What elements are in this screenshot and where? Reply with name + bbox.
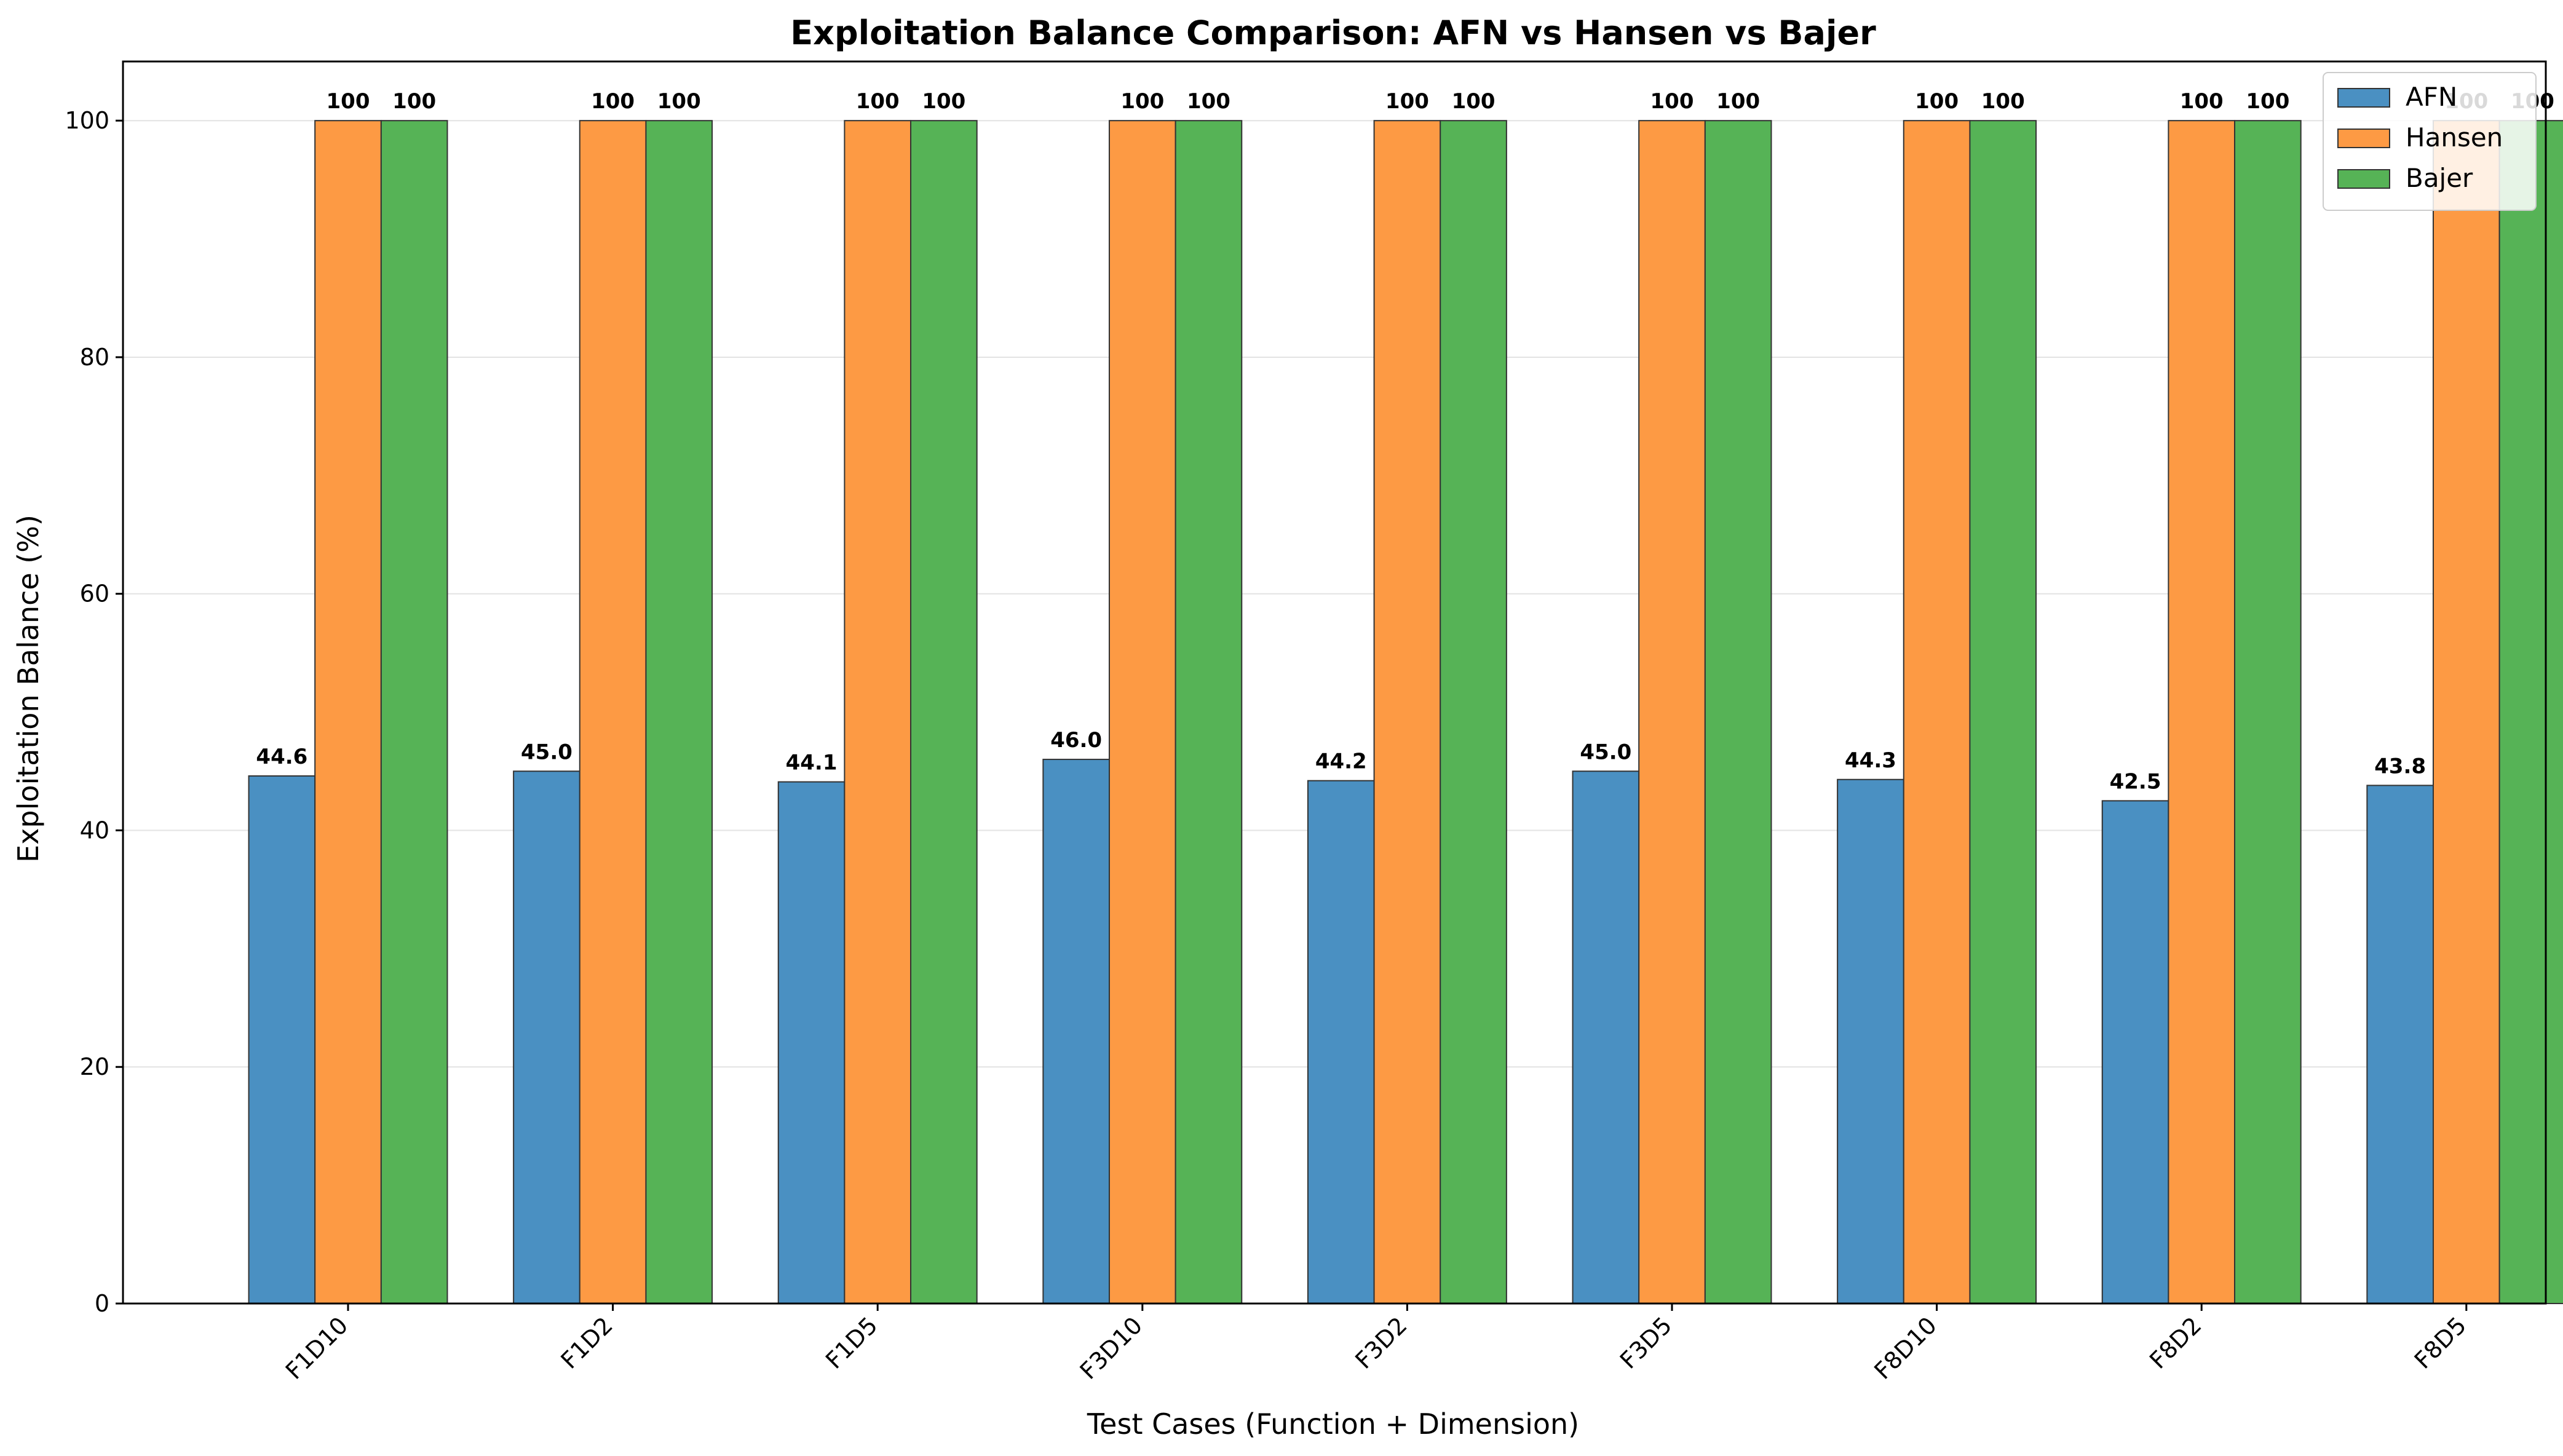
- bar-value-label: 100: [1915, 89, 1959, 114]
- legend-label: AFN: [2406, 82, 2457, 112]
- bar-bajer: [380, 120, 448, 1305]
- bar-afn: [1307, 780, 1375, 1304]
- bar-value-label: 100: [392, 89, 436, 114]
- bar-hansen: [1108, 120, 1176, 1305]
- bars: [248, 120, 2563, 1305]
- y-tick-label: 80: [80, 344, 109, 371]
- bar-value-label: 44.2: [1315, 750, 1367, 774]
- bar-value-label: 100: [1187, 89, 1230, 114]
- bar-value-label: 100: [856, 89, 900, 114]
- legend-swatch: [2337, 169, 2390, 189]
- bar-value-label: 45.0: [1580, 740, 1631, 764]
- bar-hansen: [1638, 120, 1706, 1305]
- bar-afn: [1042, 759, 1110, 1304]
- legend-swatch: [2337, 129, 2390, 148]
- bar-value-label: 100: [591, 89, 635, 114]
- y-axis-title: Exploitation Balance (%): [12, 515, 45, 863]
- bar-hansen: [844, 120, 912, 1305]
- bar-bajer: [2498, 120, 2563, 1305]
- bar-value-label: 45.0: [521, 740, 572, 764]
- plot-frame: [122, 60, 2547, 1305]
- bar-bajer: [1175, 120, 1243, 1305]
- bar-hansen: [1903, 120, 1971, 1305]
- bar-hansen: [1373, 120, 1441, 1305]
- bar-bajer: [1440, 120, 1507, 1305]
- bar-value-label: 100: [1385, 89, 1429, 114]
- y-tick-label: 20: [80, 1053, 109, 1080]
- bar-value-label: 100: [327, 89, 370, 114]
- bar-value-label: 100: [1120, 89, 1164, 114]
- bar-value-label: 44.6: [256, 745, 307, 769]
- bar-value-labels: 44.6 100 100 45.0 100 100 44.1 100 100 46.0 100 100…: [256, 89, 2554, 794]
- bar-value-label: 44.1: [786, 751, 838, 775]
- bar-value-label: 46.0: [1050, 728, 1102, 753]
- bar-bajer: [645, 120, 713, 1305]
- legend: AFN Hansen Bajer: [2323, 72, 2537, 211]
- bar-value-label: 100: [1716, 89, 1760, 114]
- x-axis-title: Test Cases (Function + Dimension): [1087, 1407, 1579, 1441]
- y-tick-label: 60: [80, 580, 109, 607]
- bar-hansen: [2432, 120, 2500, 1305]
- bar-value-label: 100: [2246, 89, 2289, 114]
- bar-value-label: 100: [922, 89, 965, 114]
- bar-hansen: [314, 120, 382, 1305]
- chart-title: Exploitation Balance Comparison: AFN vs …: [790, 14, 1876, 52]
- bar-bajer: [1969, 120, 2037, 1305]
- y-tick-label: 40: [80, 817, 109, 844]
- legend-swatch: [2337, 88, 2390, 108]
- bar-value-label: 44.3: [1845, 748, 1896, 773]
- bar-bajer: [910, 120, 978, 1305]
- bar-afn: [513, 770, 580, 1305]
- bar-value-label: 100: [1981, 89, 2025, 114]
- bar-hansen: [2168, 120, 2236, 1305]
- bar-afn: [1572, 770, 1640, 1305]
- bar-value-label: 100: [2180, 89, 2224, 114]
- legend-label: Bajer: [2406, 163, 2473, 193]
- y-tick-label: 100: [65, 107, 109, 134]
- bar-afn: [248, 775, 316, 1304]
- bar-value-label: 43.8: [2374, 754, 2426, 778]
- bar-hansen: [579, 120, 647, 1305]
- bar-afn: [2101, 800, 2169, 1304]
- bar-value-label: 100: [657, 89, 701, 114]
- bar-afn: [2366, 785, 2434, 1305]
- bar-afn: [777, 781, 846, 1304]
- bar-value-label: 42.5: [2110, 769, 2161, 794]
- legend-label: Hansen: [2406, 122, 2503, 152]
- bar-bajer: [1704, 120, 1772, 1305]
- bar-bajer: [2234, 120, 2302, 1305]
- bar-afn: [1837, 778, 1904, 1305]
- bar-value-label: 100: [1650, 89, 1694, 114]
- y-tick-label: 0: [95, 1290, 109, 1317]
- bar-value-label: 100: [1452, 89, 1495, 114]
